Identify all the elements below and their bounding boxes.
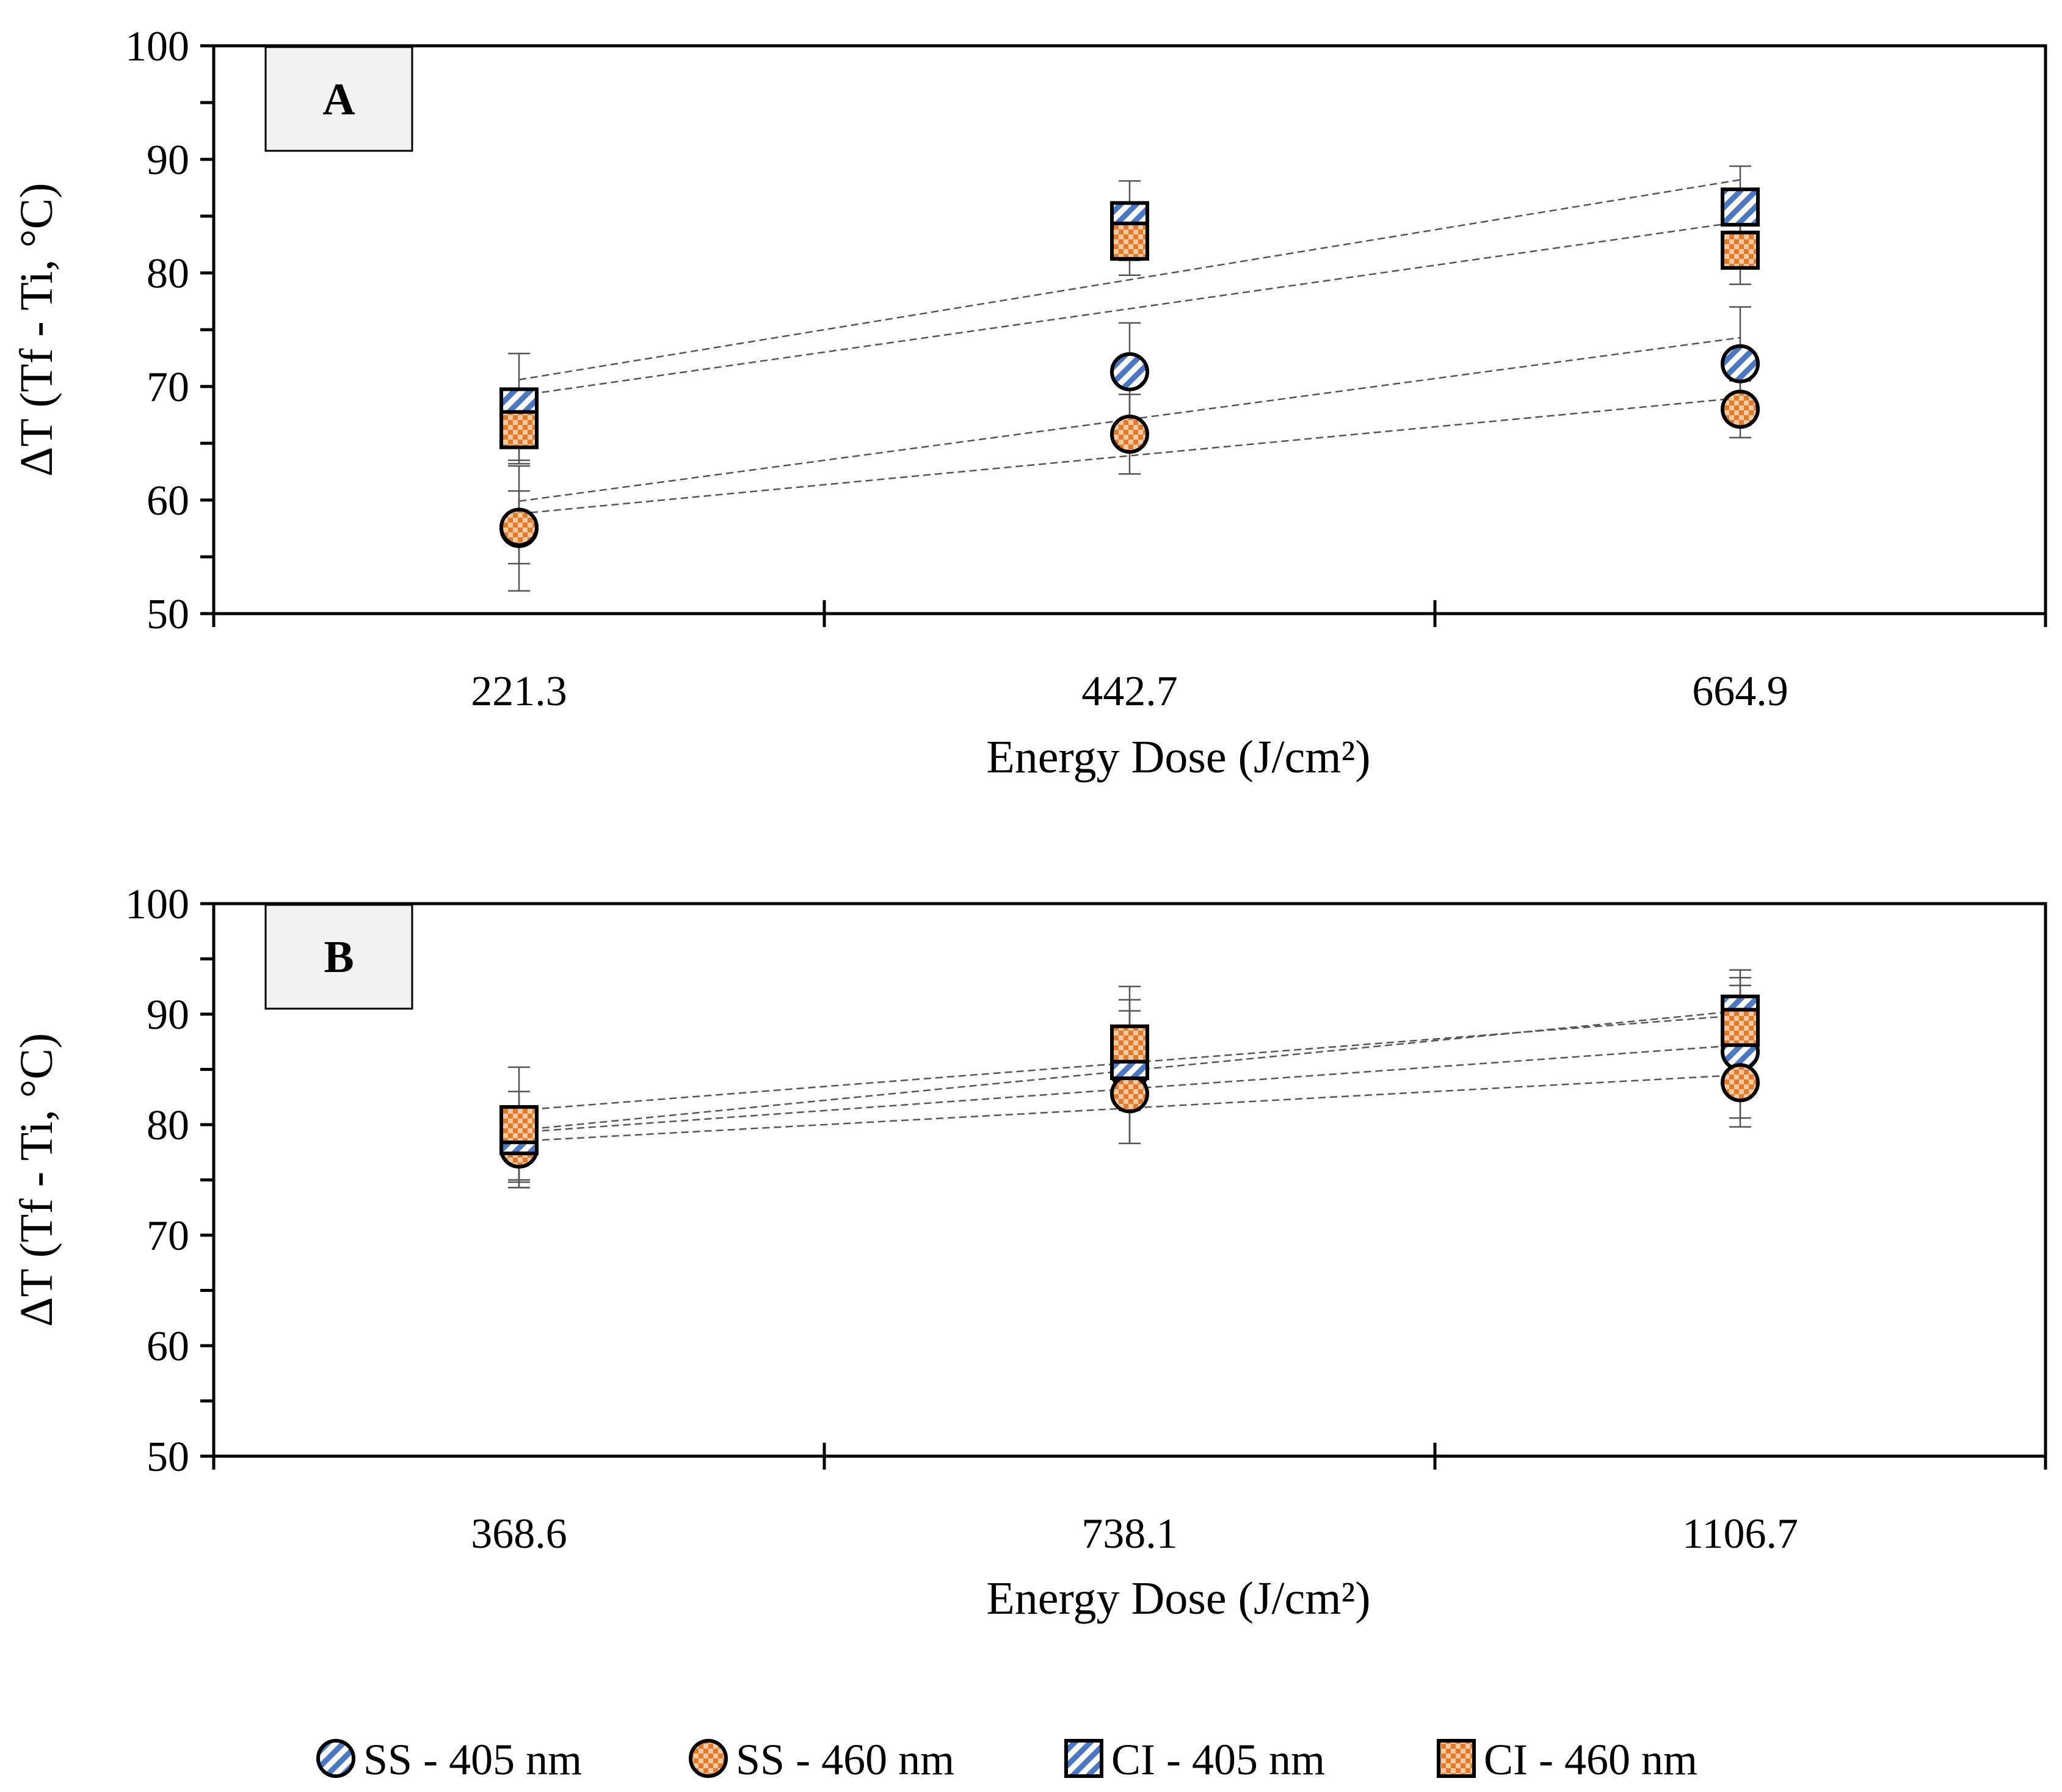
legend-label: SS - 405 nm xyxy=(363,1735,582,1784)
y-tick-label: 60 xyxy=(147,1323,189,1370)
x-tick-label: 442.7 xyxy=(1081,668,1178,715)
y-tick-label: 70 xyxy=(147,364,189,411)
data-point-ss-460-nm xyxy=(499,507,539,547)
data-point-ss-405-nm xyxy=(1110,352,1149,391)
x-tick-label: 368.6 xyxy=(471,1511,567,1558)
y-tick-label: 100 xyxy=(125,23,189,70)
panel-label: A xyxy=(322,74,355,125)
y-tick-label: 80 xyxy=(147,250,189,297)
x-tick-label: 1106.7 xyxy=(1682,1511,1798,1558)
data-point-ci-460-nm xyxy=(1110,221,1149,261)
y-tick-label: 100 xyxy=(125,881,189,928)
legend-marker-ci-405-nm xyxy=(1064,1739,1103,1778)
data-point-ss-460-nm xyxy=(1110,1074,1149,1114)
x-tick-label: 221.3 xyxy=(471,668,567,715)
x-tick-label: 664.9 xyxy=(1692,668,1788,715)
trendline-ss-405-nm xyxy=(518,1044,1741,1133)
data-point-ss-460-nm xyxy=(1721,1063,1760,1103)
data-point-ci-460-nm xyxy=(1721,230,1760,270)
legend-label: CI - 405 nm xyxy=(1111,1735,1325,1784)
y-tick-label: 60 xyxy=(147,477,189,524)
trendline-ci-460-nm xyxy=(518,221,1741,397)
legend-label: CI - 460 nm xyxy=(1484,1735,1697,1784)
x-tick-label: 738.1 xyxy=(1081,1511,1178,1558)
y-tick-label: 90 xyxy=(147,992,189,1039)
y-tick-label: 90 xyxy=(147,137,189,184)
panel-label: B xyxy=(324,932,354,982)
chart-panel-a: 50 60 70 80 90 100 221.3 442.7 664.9 Energy Dose … xyxy=(11,23,2047,783)
data-point-ci-460-nm xyxy=(499,1105,539,1144)
legend: SS - 405 nm SS - 460 nm CI - 405 nm CI - 46… xyxy=(316,1735,1697,1784)
y-tick-label: 50 xyxy=(147,591,189,638)
data-point-ci-460-nm xyxy=(1110,1024,1149,1064)
legend-marker-ci-460-nm xyxy=(1437,1739,1476,1778)
legend-marker-ss-460-nm xyxy=(689,1739,728,1778)
trendline-ss-460-nm xyxy=(518,1074,1741,1142)
x-axis-title: Energy Dose (J/cm²) xyxy=(986,731,1370,783)
y-axis-title: ΔT (Tf - Ti, °C) xyxy=(11,1033,62,1327)
x-axis-title: Energy Dose (J/cm²) xyxy=(986,1573,1370,1624)
panel-label-box xyxy=(264,904,413,1010)
data-point-ci-460-nm xyxy=(499,410,539,449)
data-point-ci-405-nm xyxy=(1721,187,1760,227)
data-point-ss-460-nm xyxy=(1110,415,1149,454)
trendline-ci-405-nm xyxy=(518,179,1741,381)
trendline-ci-405-nm xyxy=(518,1010,1741,1131)
trendline-ss-460-nm xyxy=(518,397,1741,515)
legend-label: SS - 460 nm xyxy=(736,1735,954,1784)
data-point-ss-405-nm xyxy=(1721,344,1760,383)
chart-panel-b: 50 60 70 80 90 100 368.6 738.1 1106.7 Energy Dose… xyxy=(11,881,2047,1624)
data-point-ci-460-nm xyxy=(1721,1007,1760,1047)
panel-label-box xyxy=(264,46,413,152)
data-point-ss-460-nm xyxy=(1721,390,1760,429)
y-axis-title: ΔT (Tf - Ti, °C) xyxy=(11,183,62,476)
y-tick-label: 50 xyxy=(147,1434,189,1481)
trendline-ci-460-nm xyxy=(518,1014,1741,1111)
legend-marker-ss-405-nm xyxy=(316,1739,355,1778)
y-tick-label: 70 xyxy=(147,1213,189,1260)
y-tick-label: 80 xyxy=(147,1102,189,1149)
